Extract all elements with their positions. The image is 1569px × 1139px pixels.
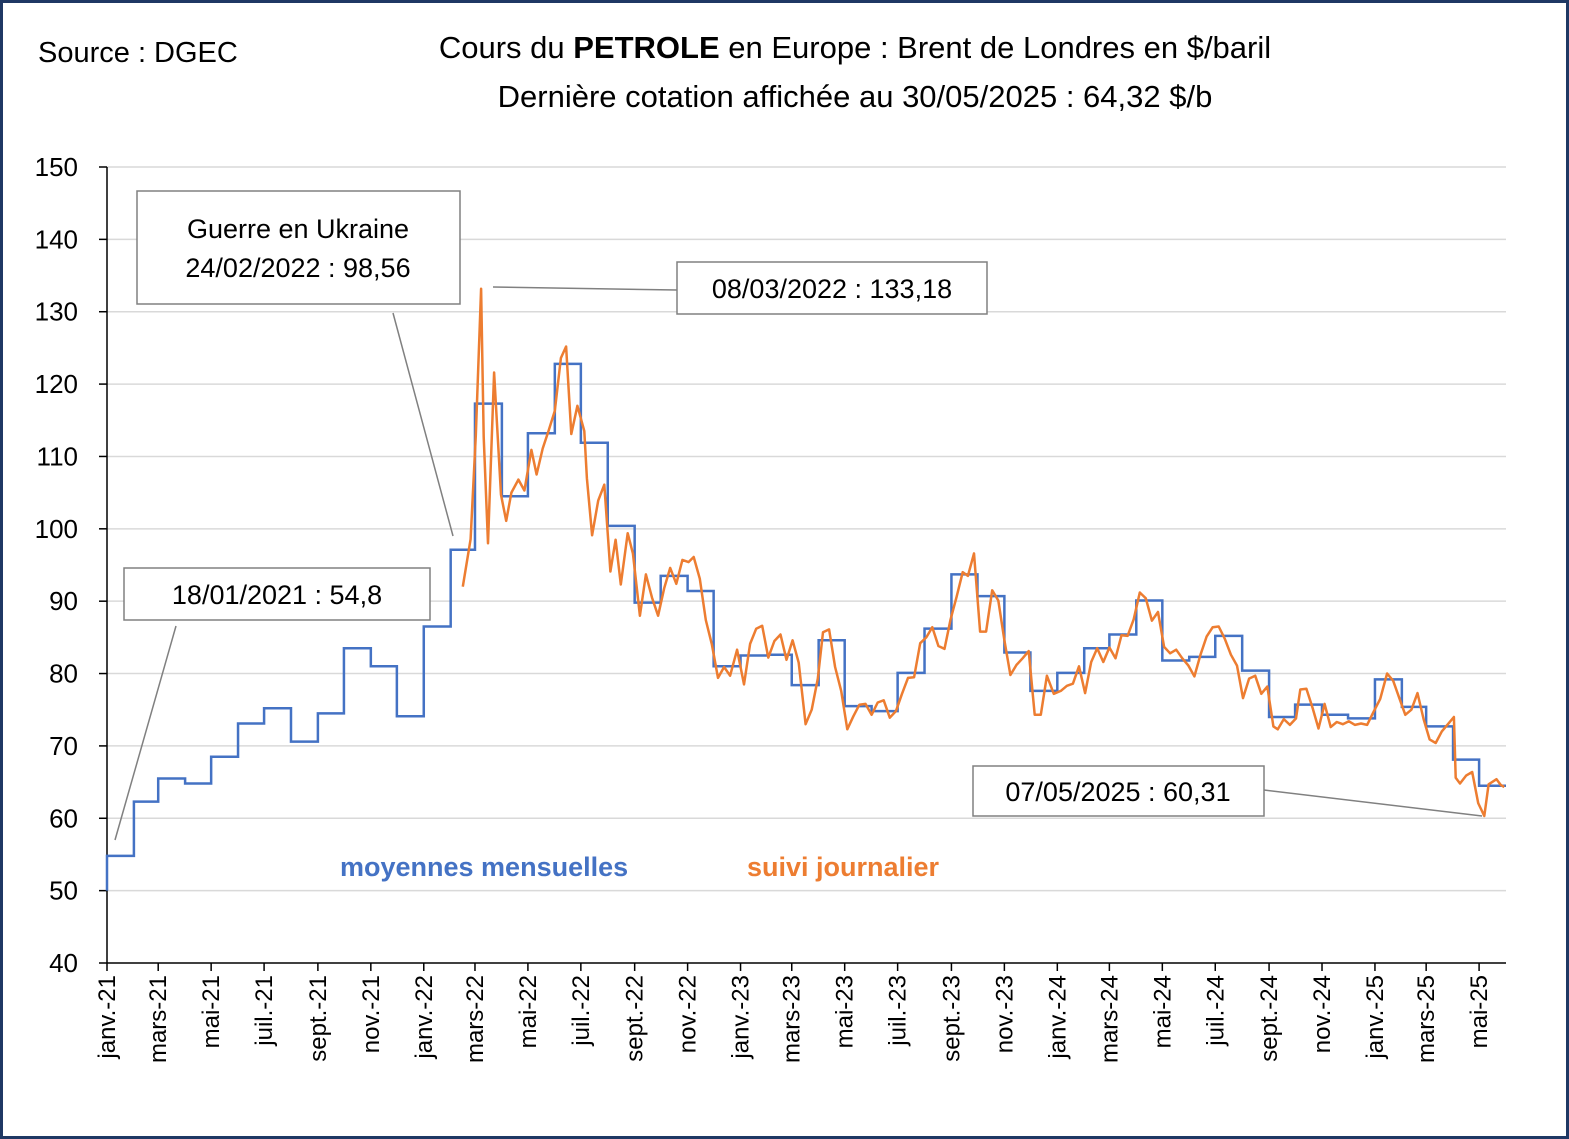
y-tick-label: 130 [35,297,78,327]
x-tick-label: nov.-24 [1309,975,1336,1053]
annotation-peak-box [676,261,988,315]
x-tick-label: janv.-24 [1044,975,1071,1060]
legend-daily: suivi journalier [747,852,940,882]
x-tick-label: janv.-21 [94,975,121,1060]
y-tick-label: 80 [49,659,78,689]
x-tick-label: mars-23 [779,975,806,1063]
x-tick-label: mars-24 [1096,975,1123,1063]
y-tick-label: 140 [35,224,78,254]
annotation-low-leader [1263,789,1483,817]
x-tick-label: mars-22 [462,975,489,1063]
x-tick-label: janv.-25 [1362,975,1389,1060]
x-axis-ticks: janv.-21 mars-21 mai-21 juil.-21 sept.-21 nov… [94,963,1493,1063]
source-label: Source : DGEC [38,37,238,69]
annotation-ukraine-box [136,190,461,305]
series-monthly-average [105,362,1506,891]
series-daily-tracking [461,287,1505,818]
x-tick-label: juil.-23 [885,975,912,1047]
y-tick-label: 120 [35,369,78,399]
annotation-ukraine-line1: Guerre en Ukraine [187,214,409,244]
x-tick-label: mai-24 [1149,975,1176,1048]
annotation-peak-text: 08/03/2022 : 133,18 [712,274,952,304]
y-tick-label: 100 [35,514,78,544]
y-tick-label: 70 [49,731,78,761]
x-tick-label: mai-23 [832,975,859,1048]
axes [106,167,1506,964]
x-tick-label: sept.-21 [305,975,332,1062]
x-tick-label: juil.-24 [1202,975,1229,1047]
x-tick-label: nov.-23 [991,975,1018,1053]
annotation-ukraine-leader [392,312,454,537]
chart-subtitle: Dernière cotation affichée au 30/05/2025… [498,79,1213,114]
y-tick-label: 90 [49,586,78,616]
x-tick-label: sept.-24 [1256,975,1283,1062]
annotation-low-box [972,765,1265,817]
x-tick-label: sept.-22 [622,975,649,1062]
annotation-peak-leader [492,286,678,291]
x-tick-label: mars-25 [1413,975,1440,1063]
x-tick-label: mai-21 [198,975,225,1048]
annotation-low-text: 07/05/2025 : 60,31 [1005,777,1230,807]
chart-title-bold: PETROLE [573,30,719,65]
y-axis-ticks: 40 50 60 70 80 90 100 110 120 130 140 150 [35,152,107,978]
y-tick-label: 110 [37,441,78,471]
legend-monthly: moyennes mensuelles [340,852,628,882]
y-tick-label: 50 [49,876,78,906]
chart-title-suffix: en Europe : Brent de Londres en $/baril [720,30,1271,65]
y-tick-label: 60 [49,803,78,833]
x-tick-label: juil.-21 [251,975,278,1047]
x-tick-label: mai-22 [515,975,542,1048]
x-tick-label: juil.-22 [568,975,595,1047]
chart-title: Cours du PETROLE en Europe : Brent de Lo… [439,30,1271,65]
annotation-start-box [123,567,431,621]
x-tick-label: mai-25 [1466,975,1493,1048]
x-tick-label: nov.-22 [675,975,702,1053]
annotation-ukraine-line2: 24/02/2022 : 98,56 [185,253,410,283]
x-tick-label: janv.-23 [728,975,755,1060]
x-tick-label: nov.-21 [358,975,385,1053]
x-tick-label: sept.-23 [938,975,965,1062]
y-tick-label: 150 [35,152,78,182]
annotation-start-text: 18/01/2021 : 54,8 [172,580,382,610]
annotation-start-leader [114,625,177,841]
x-tick-label: mars-21 [145,975,172,1063]
y-tick-label: 40 [49,948,78,978]
chart-title-prefix: Cours du [439,30,573,65]
x-tick-label: janv.-22 [411,975,438,1060]
